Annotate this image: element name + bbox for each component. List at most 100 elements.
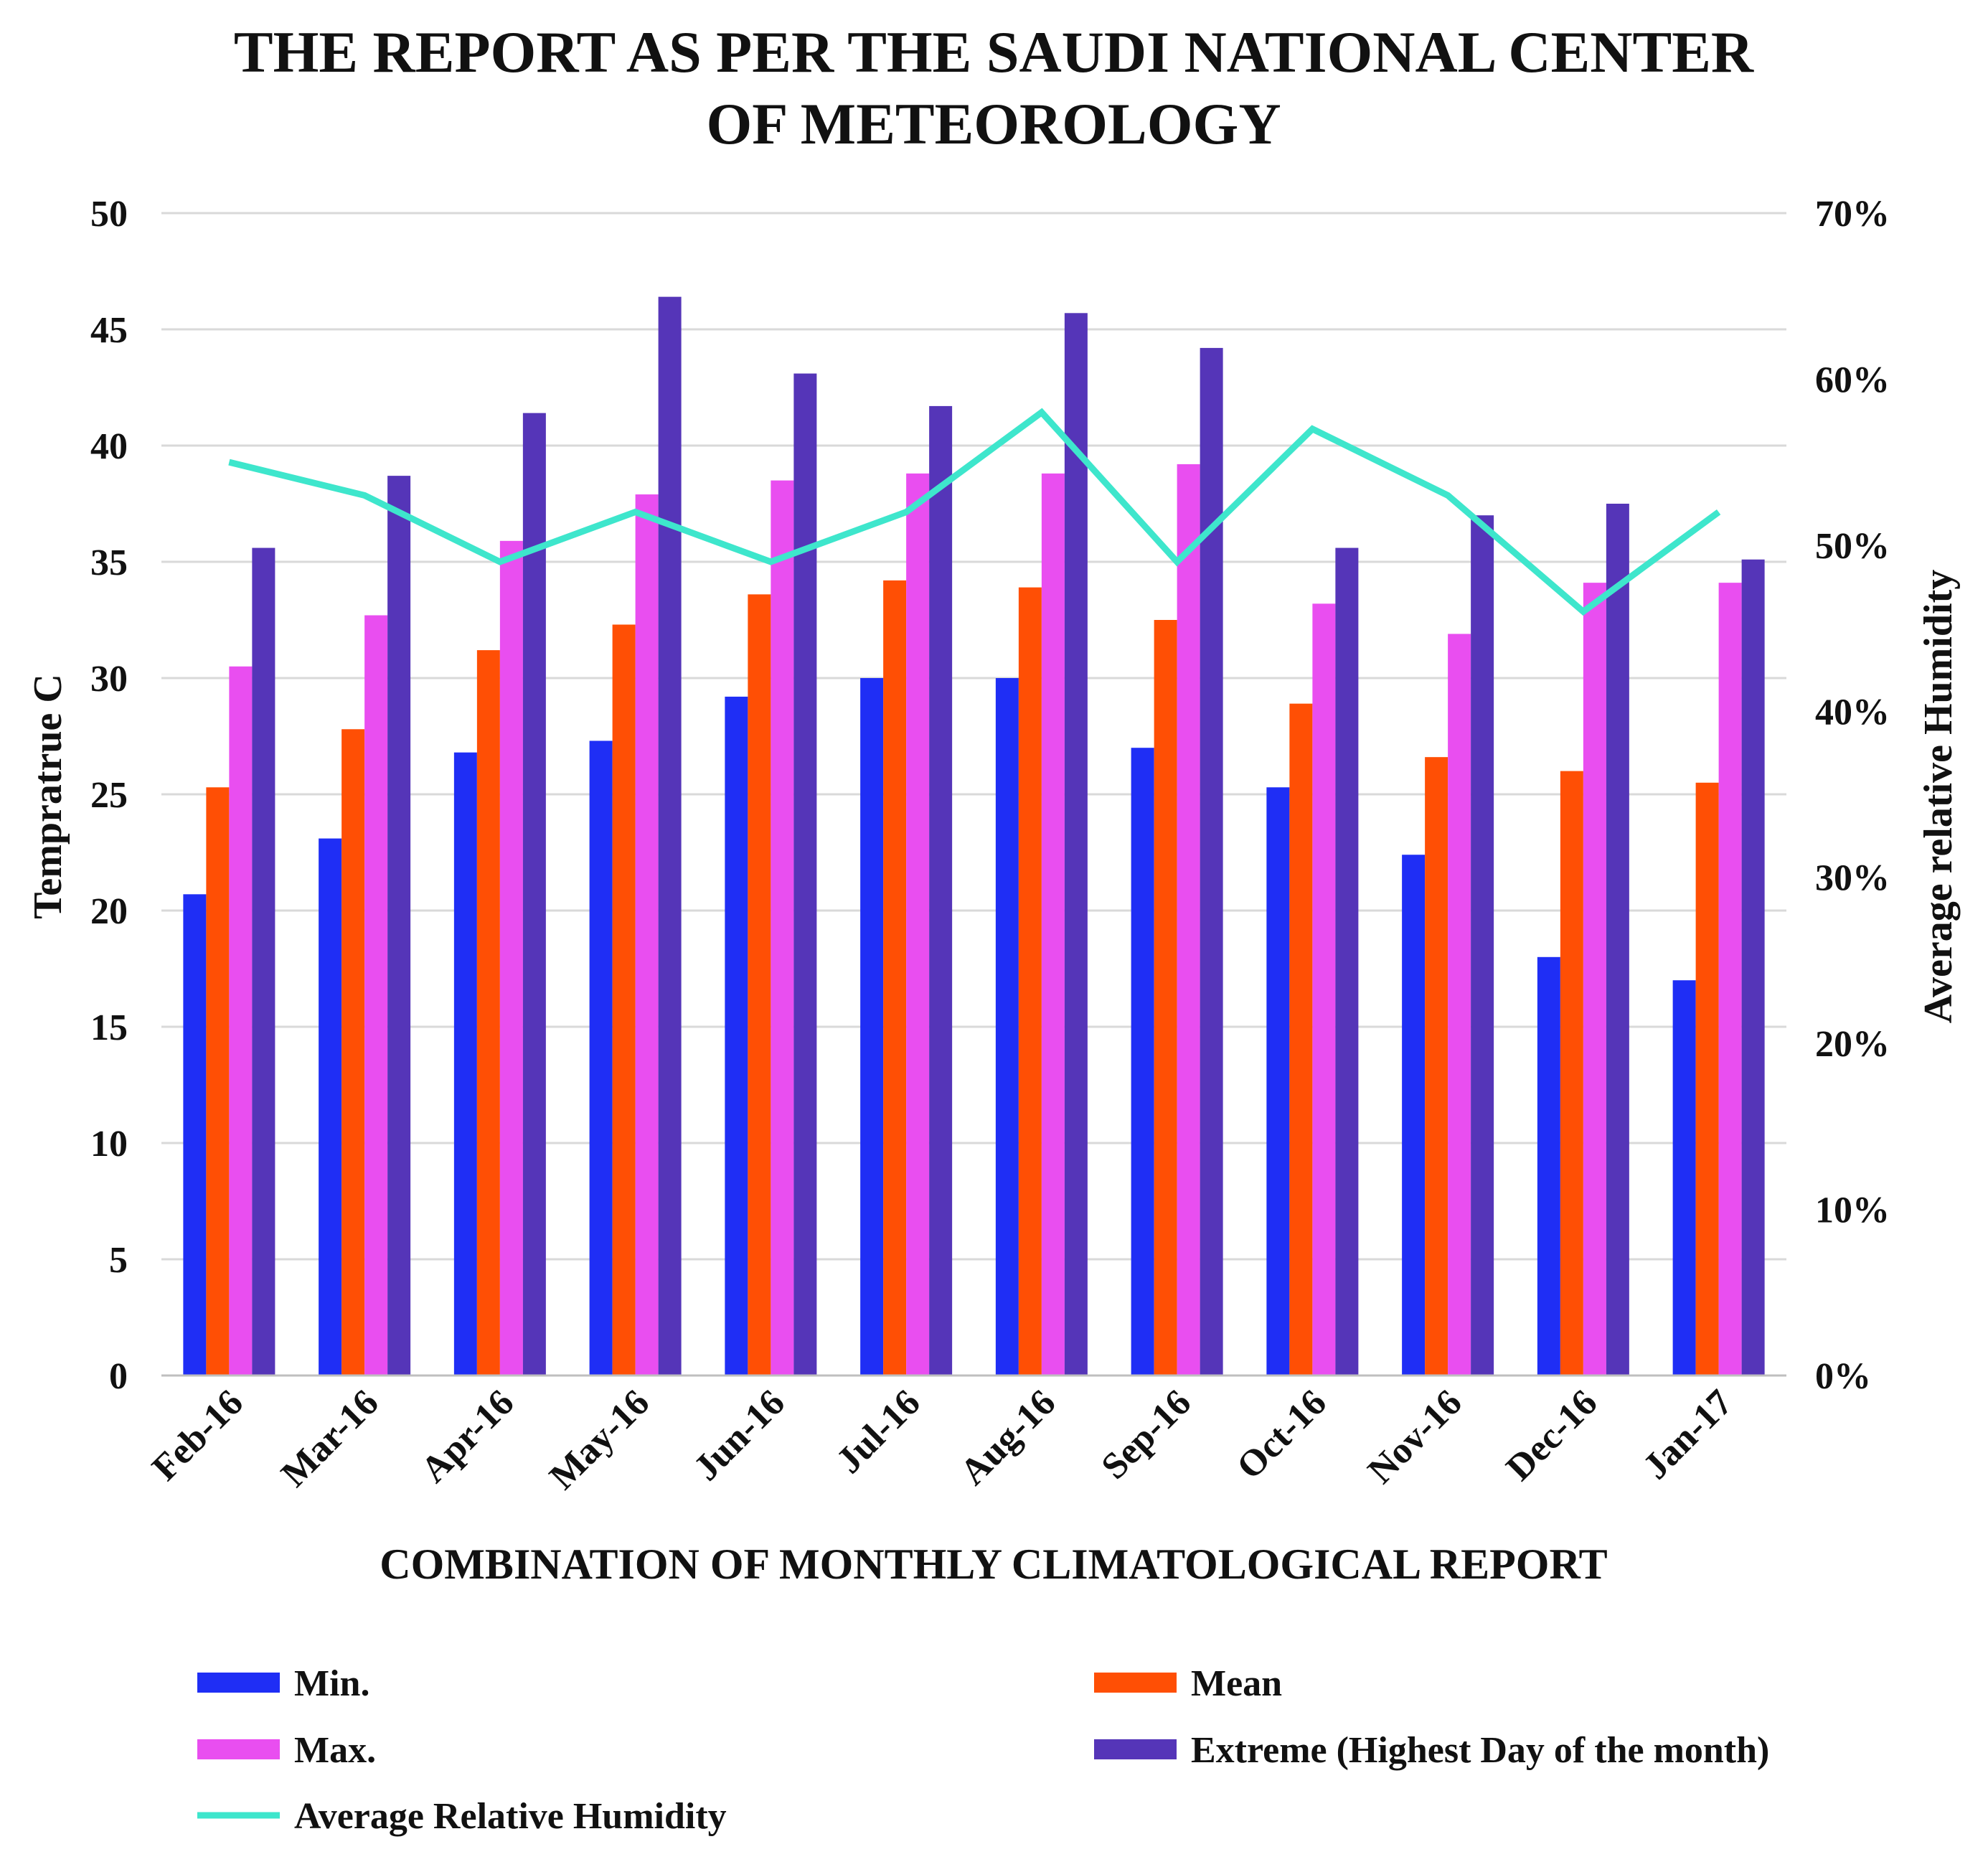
bar-min-nov-16 [1402, 855, 1426, 1375]
bar-max-jan-17 [1718, 583, 1742, 1376]
bar-min-oct-16 [1266, 787, 1290, 1375]
bar-min-aug-16 [995, 678, 1019, 1375]
y2-tick-label: 60% [1815, 359, 1890, 400]
x-tick-label: Jan-17 [1636, 1382, 1741, 1487]
bar-min-sep-16 [1131, 748, 1154, 1375]
y2-tick-label: 40% [1815, 692, 1890, 733]
x-tick-label: Nov-16 [1360, 1382, 1470, 1492]
y-tick-label: 40 [90, 426, 128, 467]
y-tick-label: 20 [90, 891, 128, 932]
x-tick-label: Aug-16 [953, 1382, 1064, 1493]
bar-min-dec-16 [1537, 956, 1560, 1375]
bar-extreme-feb-16 [252, 547, 275, 1375]
y-tick-label: 35 [90, 542, 128, 583]
x-tick-label: Mar-16 [273, 1382, 386, 1495]
chart-title-line-1: THE REPORT AS PER THE SAUDI NATIONAL CEN… [234, 19, 1754, 85]
y-tick-label: 45 [90, 310, 128, 351]
legend-label-extreme: Extreme (Highest Day of the month) [1191, 1730, 1769, 1771]
bar-mean-jan-17 [1695, 782, 1719, 1375]
legend-label-max: Max. [294, 1730, 376, 1771]
bar-max-apr-16 [499, 540, 523, 1375]
x-tick-label: Feb-16 [144, 1382, 251, 1489]
bar-mean-apr-16 [476, 650, 500, 1375]
y2-axis-label: Average relative Humidity [1916, 570, 1961, 1023]
bar-mean-jul-16 [883, 580, 907, 1376]
legend-label-mean: Mean [1191, 1663, 1282, 1704]
bar-min-feb-16 [183, 894, 207, 1375]
bar-extreme-apr-16 [522, 413, 546, 1375]
bar-min-mar-16 [319, 838, 342, 1375]
y-axis-label: Tempratrue C [26, 674, 70, 919]
bar-max-may-16 [635, 494, 659, 1375]
x-tick-label: May-16 [542, 1382, 657, 1497]
bar-mean-oct-16 [1289, 703, 1313, 1375]
bar-extreme-dec-16 [1606, 504, 1629, 1375]
bar-extreme-jul-16 [929, 405, 953, 1376]
bar-mean-jun-16 [748, 594, 771, 1375]
bar-max-oct-16 [1312, 603, 1336, 1375]
x-tick-label: Jun-16 [686, 1382, 793, 1489]
bar-mean-nov-16 [1425, 757, 1448, 1375]
bar-mean-mar-16 [341, 729, 365, 1375]
bar-mean-sep-16 [1154, 620, 1177, 1375]
legend-label-min: Min. [294, 1663, 369, 1704]
bar-extreme-sep-16 [1200, 347, 1223, 1375]
y2-tick-label: 50% [1815, 526, 1890, 567]
y-tick-label: 0 [109, 1356, 128, 1397]
bar-min-jun-16 [725, 696, 748, 1375]
bar-max-feb-16 [229, 666, 253, 1375]
bar-mean-aug-16 [1018, 587, 1042, 1375]
bar-min-may-16 [589, 740, 613, 1375]
chart-title-line-2: OF METEOROLOGY [706, 91, 1281, 156]
y-tick-label: 10 [90, 1124, 128, 1165]
bar-max-dec-16 [1583, 583, 1606, 1376]
bars [183, 296, 1765, 1376]
humidity-line-group [228, 408, 1721, 616]
bar-max-nov-16 [1448, 634, 1471, 1376]
y-tick-label: 50 [90, 194, 128, 235]
y2-tick-label: 0% [1815, 1356, 1871, 1397]
bar-max-sep-16 [1177, 464, 1200, 1376]
bar-max-mar-16 [364, 615, 388, 1375]
x-tick-label: Dec-16 [1499, 1382, 1606, 1489]
legend-label-average: Average Relative Humidity [294, 1796, 727, 1837]
y-tick-label: 5 [109, 1240, 128, 1281]
y-tick-label: 30 [90, 659, 128, 700]
x-tick-label: Jul-16 [829, 1382, 928, 1481]
legend-swatch-max [197, 1739, 280, 1759]
y2-tick-label: 30% [1815, 858, 1890, 899]
bar-extreme-aug-16 [1064, 313, 1088, 1375]
bar-extreme-mar-16 [387, 476, 411, 1375]
bar-max-jun-16 [771, 480, 794, 1375]
bar-mean-feb-16 [206, 787, 230, 1375]
legend-swatch-min [197, 1673, 280, 1693]
bar-extreme-jan-17 [1741, 559, 1765, 1375]
y2-tick-label: 70% [1815, 194, 1890, 235]
legend-swatch-extreme [1094, 1739, 1177, 1759]
x-axis-label: COMBINATION OF MONTHLY CLIMATOLOGICAL RE… [380, 1541, 1607, 1588]
bar-extreme-oct-16 [1335, 547, 1359, 1375]
bar-max-jul-16 [906, 473, 930, 1375]
y-tick-label: 15 [90, 1007, 128, 1048]
y-tick-label: 25 [90, 775, 128, 816]
y2-tick-label: 10% [1815, 1190, 1890, 1231]
x-tick-label: Apr-16 [413, 1382, 522, 1490]
gridlines [161, 212, 1786, 1261]
bar-min-jan-17 [1672, 980, 1696, 1375]
bar-extreme-may-16 [658, 296, 682, 1375]
bar-min-jul-16 [860, 678, 884, 1375]
bar-min-apr-16 [453, 752, 477, 1375]
bar-mean-may-16 [612, 624, 636, 1375]
y2-tick-label: 20% [1815, 1024, 1890, 1065]
bar-mean-dec-16 [1560, 771, 1583, 1375]
legend: Min. Mean Max. Extreme (Highest Day of the … [197, 1663, 1769, 1837]
bar-extreme-jun-16 [793, 373, 817, 1375]
bar-extreme-nov-16 [1471, 515, 1494, 1376]
humidity-line [228, 408, 1721, 616]
bar-max-aug-16 [1041, 473, 1065, 1375]
legend-swatch-mean [1094, 1673, 1177, 1693]
x-tick-label: Sep-16 [1094, 1382, 1200, 1487]
x-tick-label: Oct-16 [1229, 1382, 1334, 1487]
